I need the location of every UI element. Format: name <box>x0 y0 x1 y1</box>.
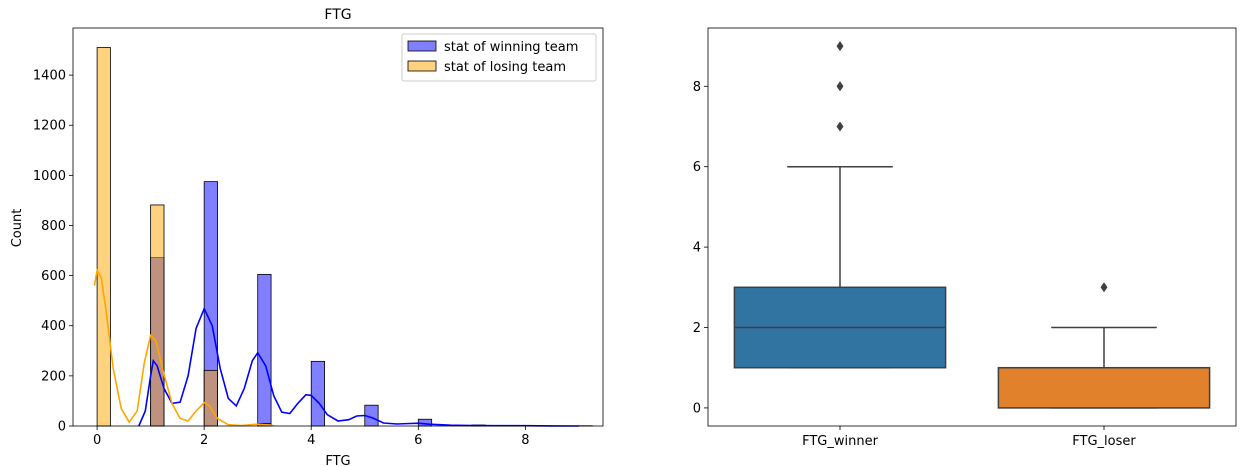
y-tick-label: 6 <box>693 160 701 175</box>
y-axis-label: Count <box>10 209 25 248</box>
x-tick-label: 8 <box>521 433 529 448</box>
histogram-plot-area: 0 2 4 6 8 0 200 400 600 800 1000 1200 1400 <box>33 27 604 448</box>
y-tick-label: 600 <box>41 269 66 284</box>
bar-losing <box>96 47 111 427</box>
outlier-point <box>836 81 844 92</box>
y-tick-label: 400 <box>41 319 66 334</box>
legend-label: stat of losing team <box>444 60 566 75</box>
axes-frame <box>72 27 604 427</box>
y-tick-label: 4 <box>693 241 701 256</box>
legend-swatch <box>407 40 437 52</box>
histogram-chart: FTG 0 2 4 6 8 0 200 400 600 800 1000 1200 1400 FTG C… <box>10 7 604 467</box>
kde-line-winning <box>138 306 579 427</box>
box <box>997 366 1211 409</box>
x-tick-label: FTG_winner <box>802 434 878 449</box>
y-tick-label: 200 <box>41 369 66 384</box>
x-tick-label: 6 <box>414 433 422 448</box>
x-tick-label: FTG_loser <box>1072 434 1136 449</box>
y-tick-label: 0 <box>693 401 701 416</box>
outlier-point <box>1100 282 1108 293</box>
bar-losing <box>150 204 165 427</box>
x-tick-label: 0 <box>93 433 101 448</box>
legend-label: stat of winning team <box>444 40 578 55</box>
bar-winning <box>257 273 272 427</box>
y-tick-label: 1200 <box>33 119 66 134</box>
bar-losing <box>203 369 218 427</box>
y-tick-label: 1000 <box>33 169 66 184</box>
outlier-point <box>836 41 844 52</box>
box-plot-area: FTG_winner FTG_loser 0 2 4 6 8 <box>693 27 1237 449</box>
chart-title: FTG <box>324 7 351 23</box>
y-tick-label: 1400 <box>33 69 66 84</box>
bar-winning <box>310 360 326 427</box>
legend: stat of winning team stat of losing team <box>401 33 597 82</box>
x-axis-label: FTG <box>325 454 350 467</box>
legend-box <box>401 33 597 82</box>
y-tick-label: 2 <box>693 321 701 336</box>
x-tick-label: 4 <box>307 433 315 448</box>
x-tick-label: 2 <box>200 433 208 448</box>
outlier-point <box>836 121 844 132</box>
y-tick-label: 8 <box>693 80 701 95</box>
kde-line-losing <box>93 268 274 427</box>
axes-frame <box>707 27 1237 427</box>
legend-swatch <box>407 60 437 72</box>
y-tick-label: 800 <box>41 219 66 234</box>
y-tick-label: 0 <box>58 420 66 435</box>
box-plot-chart: FTG_winner FTG_loser 0 2 4 6 8 <box>693 27 1237 449</box>
